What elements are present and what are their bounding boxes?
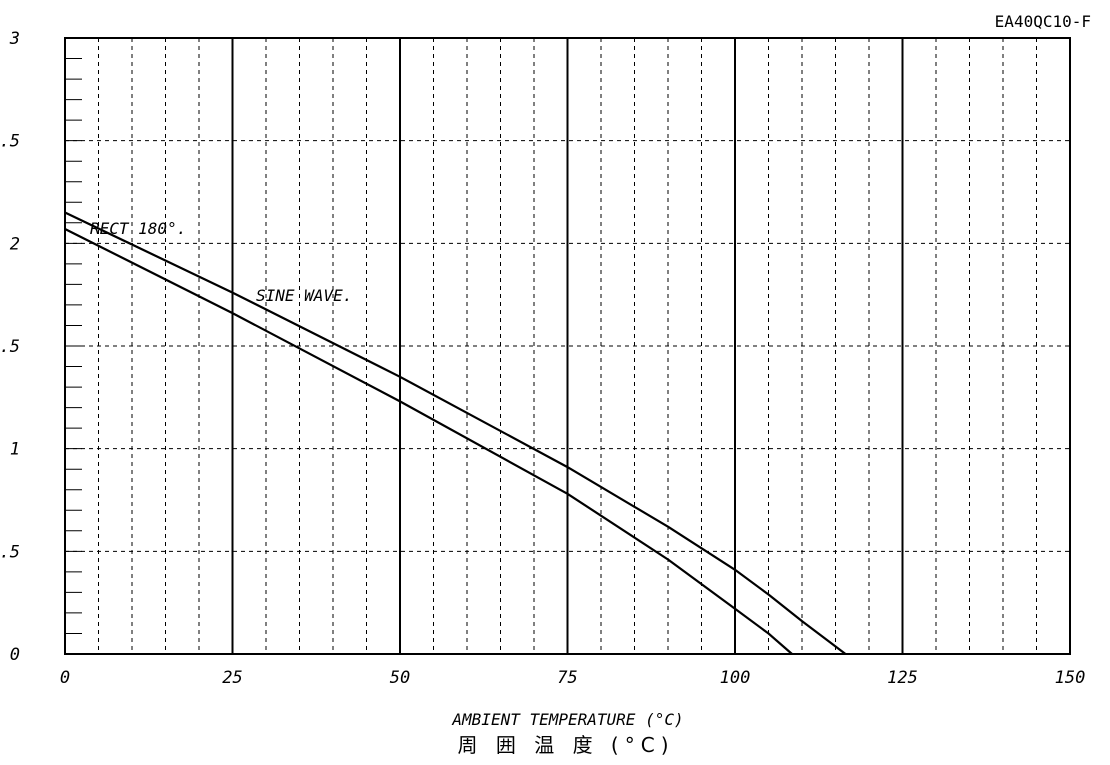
x-tick-label: 75	[557, 668, 577, 688]
plot-frame	[64, 37, 1071, 655]
tick-labels: 0 0.5 1 1.5 2 2.5 3 0 25 50 75 100 125 150	[0, 29, 1085, 688]
y-tick-label: 1.5	[0, 337, 20, 357]
y-tick-label: 3	[9, 29, 20, 49]
y-tick-label: 2	[10, 234, 20, 254]
x-tick-label: 100	[720, 668, 751, 688]
x-tick-label: 0	[60, 668, 70, 688]
series-lines	[64, 211, 847, 655]
grid-lines	[65, 38, 1070, 654]
series-line-sine-wave	[64, 228, 793, 655]
axis-tick-marks	[65, 58, 82, 634]
figure-code: EA40QC10-F	[995, 12, 1091, 31]
x-axis-label: AMBIENT TEMPERATURE (°C)	[451, 710, 683, 729]
y-tick-label: 2.5	[0, 132, 20, 152]
y-tick-label: 0.5	[0, 542, 20, 562]
series-label-sine-wave: SINE WAVE.	[256, 286, 352, 305]
x-axis-label-japanese: 周 囲 温 度 (°C)	[458, 733, 675, 757]
x-tick-label: 25	[222, 668, 242, 688]
y-tick-label: 1	[10, 440, 20, 460]
x-tick-label: 150	[1055, 668, 1086, 688]
x-tick-label: 50	[390, 668, 410, 688]
x-tick-label: 125	[887, 668, 918, 688]
series-line-rect-180	[64, 211, 847, 655]
series-label-rect-180: RECT 180°.	[90, 219, 186, 238]
y-tick-label: 0	[10, 645, 20, 665]
